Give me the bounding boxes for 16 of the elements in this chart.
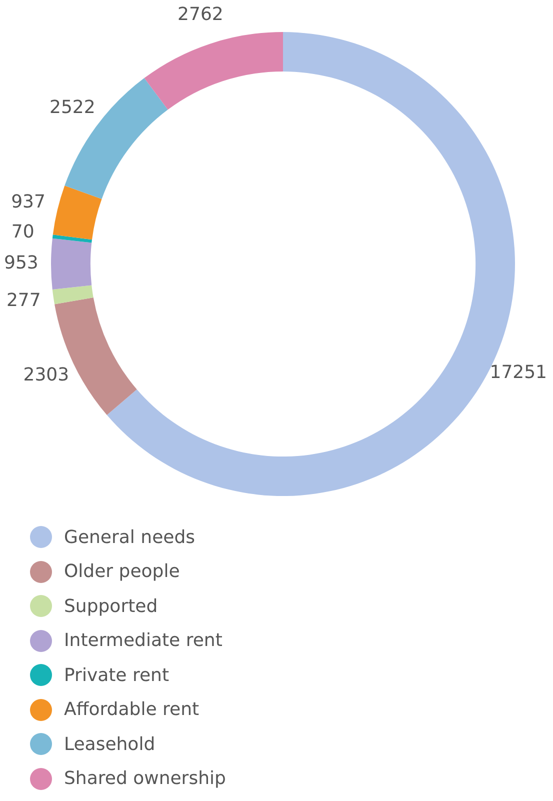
data-label: 17251 <box>490 362 547 384</box>
data-label: 2303 <box>23 364 70 386</box>
legend-label: Supported <box>64 596 158 617</box>
legend-label: Affordable rent <box>64 699 200 720</box>
legend-label: Private rent <box>64 664 170 686</box>
legend-label: Older people <box>64 561 180 582</box>
data-label: 2522 <box>50 96 96 118</box>
legend-label: Shared ownership <box>64 768 226 790</box>
legend-label: Intermediate rent <box>64 630 222 652</box>
legend-label: General needs <box>64 526 196 548</box>
data-label: 277 <box>6 290 41 311</box>
data-label: 937 <box>11 191 46 212</box>
data-label: 953 <box>4 252 38 274</box>
legend-label: Leasehold <box>64 734 156 755</box>
data-label: 2762 <box>178 4 224 26</box>
data-label: 70 <box>11 222 34 243</box>
